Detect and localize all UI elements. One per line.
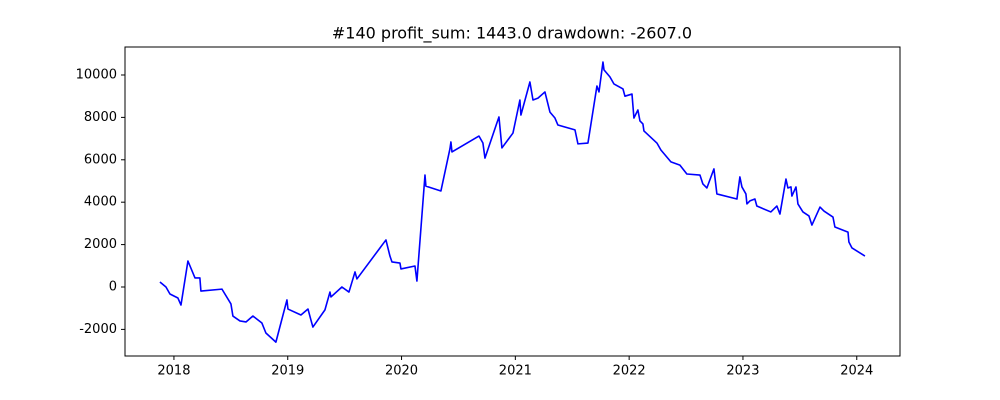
line-series — [159, 61, 866, 343]
x-tick-label: 2020 — [385, 364, 418, 379]
y-tick-label: 2000 — [84, 237, 117, 252]
y-tick-label: 8000 — [84, 110, 117, 125]
y-tick-label: 0 — [109, 279, 117, 294]
x-tick-label: 2019 — [271, 364, 304, 379]
x-tick-label: 2018 — [157, 364, 190, 379]
x-tick-label: 2024 — [840, 364, 873, 379]
x-tick-label: 2022 — [613, 364, 646, 379]
y-tick-label: -2000 — [79, 322, 117, 337]
x-tick-label: 2023 — [726, 364, 759, 379]
y-tick-label: 10000 — [76, 67, 117, 82]
plot-frame — [124, 46, 901, 357]
x-tick-label: 2021 — [499, 364, 532, 379]
y-tick-label: 6000 — [84, 152, 117, 167]
chart-title: #140 profit_sum: 1443.0 drawdown: -2607.… — [332, 24, 692, 44]
y-tick-label: 4000 — [84, 195, 117, 210]
